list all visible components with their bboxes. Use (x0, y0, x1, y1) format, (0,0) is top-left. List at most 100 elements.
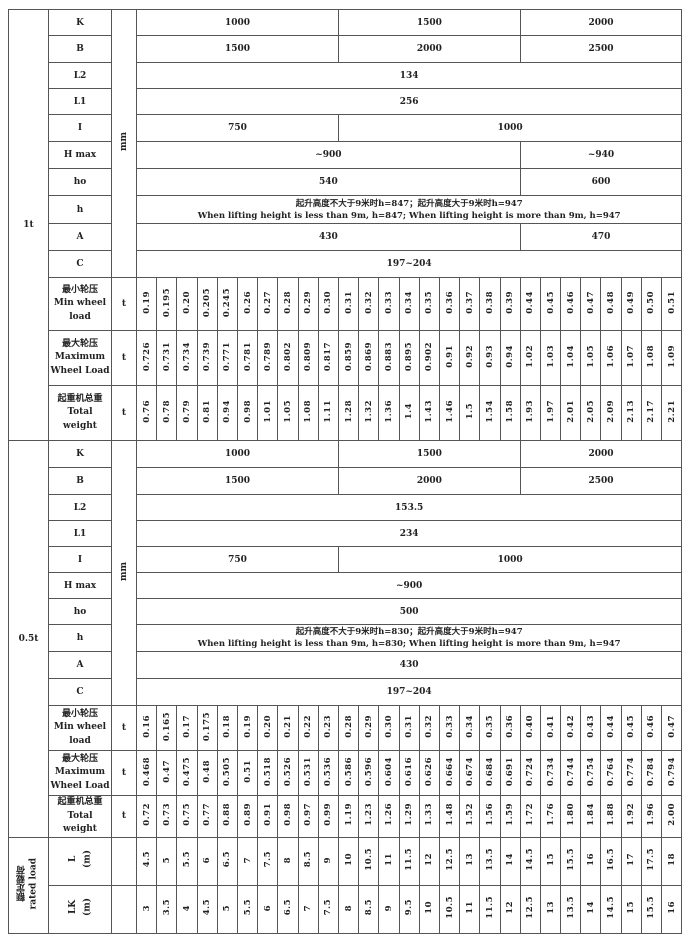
value-cell: 0.91 (438, 330, 461, 386)
param-value: 430 (135, 651, 683, 679)
value-cell-text: 0.19 (242, 715, 253, 738)
value-cell: 0.48 (196, 750, 218, 796)
span-value: 6.5 (216, 836, 238, 886)
spec-row: h 起升高度不大于9米时h=847；起升高度大于9米时h=947 When lift… (9, 195, 683, 224)
param-value: 2500 (519, 467, 683, 495)
param-value: 430 (136, 223, 521, 251)
value-cell: 0.774 (620, 750, 642, 796)
param-value: 600 (519, 168, 683, 196)
span-value-text: 17 (626, 853, 637, 866)
value-cell-text: 1.05 (282, 400, 293, 423)
rated-load-row: LK (m) 3 3.5 4 4.5 5 5.5 6 6.5 7 7.5 8 8.5 9 9.5 10 10.5 1… (9, 884, 683, 934)
value-cell-text: 0.734 (181, 341, 192, 372)
wheel-load-row: 最大轮压 Maximum Wheel Load t 0.726 0.731 0.734 0.… (9, 330, 683, 386)
spec-row: C 197~204 (9, 250, 683, 278)
value-cell-text: 1.96 (646, 803, 657, 827)
value-cell: 0.48 (600, 277, 622, 331)
value-cell: 0.616 (398, 750, 420, 796)
value-cell: 0.475 (176, 750, 198, 796)
value-cell: 0.764 (600, 750, 622, 796)
unit-mm-text: mm (119, 132, 129, 152)
value-cell-text: 0.94 (505, 345, 516, 368)
value-cell: 0.34 (459, 705, 481, 751)
value-cell-text: 0.802 (282, 341, 293, 372)
value-cell: 0.72 (135, 795, 158, 838)
rated-load-en: rated load (28, 857, 39, 910)
value-cell: 0.46 (560, 277, 582, 331)
value-cell-text: 1.04 (565, 345, 576, 368)
value-cell-text: 0.794 (666, 756, 677, 787)
spec-row: I 750 1000 (9, 114, 683, 142)
span-value: 4 (176, 884, 198, 934)
value-cell: 0.895 (398, 330, 420, 386)
value-cell-text: 2.17 (646, 400, 657, 423)
value-cell: 0.79 (176, 385, 198, 441)
h-note-line: 起升高度不大于9米时h=847；起升高度大于9米时h=947 (295, 198, 523, 209)
value-cell-text: 0.26 (242, 291, 253, 314)
value-cell: 0.245 (216, 277, 238, 331)
span-value: 14 (580, 884, 602, 934)
value-cell: 0.94 (216, 385, 238, 441)
value-cell: 1.23 (358, 795, 380, 838)
spec-row: L1 256 (9, 88, 683, 115)
value-cell-text: 1.28 (343, 400, 354, 423)
value-cell-text: 0.37 (464, 291, 475, 314)
span-value-text: 14.5 (525, 848, 536, 871)
span-value: 10 (418, 884, 440, 934)
value-cell: 0.883 (378, 330, 400, 386)
param-label: 起重机总重 Total weight (48, 385, 112, 441)
value-cell-text: 0.92 (464, 345, 475, 368)
span-value-text: 12.5 (444, 848, 455, 871)
value-cell: 0.31 (337, 277, 360, 331)
spec-row: A 430 470 (9, 223, 683, 251)
value-cell-text: 0.664 (444, 756, 455, 787)
value-cell-text: 0.91 (262, 803, 273, 827)
value-cell: 0.47 (156, 750, 178, 796)
value-cell: 0.29 (358, 705, 380, 751)
value-cell: 0.35 (418, 277, 440, 331)
spec-row: L1 234 (9, 520, 683, 547)
span-value-text: 8.5 (303, 851, 314, 868)
span-value: 14 (499, 836, 521, 886)
value-cell: 0.771 (216, 330, 238, 386)
spec-row: C 197~204 (9, 678, 683, 706)
value-cell-text: 0.526 (282, 756, 293, 787)
value-cell: 0.684 (479, 750, 501, 796)
value-cell: 1.01 (257, 385, 279, 441)
value-cell: 0.44 (600, 705, 622, 751)
value-cell-text: 0.774 (626, 756, 637, 787)
value-cell: 0.81 (196, 385, 218, 441)
span-value: 14.5 (519, 836, 541, 886)
value-cell-text: 0.744 (565, 756, 576, 787)
value-cell-text: 2.21 (666, 400, 677, 423)
span-value-text: 15.5 (646, 896, 657, 919)
value-cell: 0.45 (539, 277, 562, 331)
value-cell: 0.31 (398, 705, 420, 751)
label-en: Maximum Wheel Load (50, 767, 110, 791)
value-cell: 0.47 (661, 705, 683, 751)
value-cell: 0.531 (297, 750, 319, 796)
value-cell: 0.92 (459, 330, 481, 386)
value-cell: 0.468 (135, 750, 158, 796)
value-cell: 0.586 (337, 750, 360, 796)
span-value-text: 10 (343, 853, 354, 866)
span-value: 5.5 (176, 836, 198, 886)
value-cell: 0.89 (236, 795, 259, 838)
span-value-text: 10.5 (363, 848, 374, 871)
value-cell-text: 0.49 (626, 291, 637, 314)
span-value-text: 15 (545, 853, 556, 866)
span-param: LK (67, 900, 78, 915)
value-cell-text: 0.38 (484, 291, 495, 314)
value-cell: 0.34 (398, 277, 420, 331)
value-cell: 0.98 (236, 385, 259, 441)
span-value-text: 7 (242, 856, 253, 863)
param-label: ho (48, 598, 112, 625)
value-cell-text: 0.47 (585, 291, 596, 314)
value-cell: 1.04 (560, 330, 582, 386)
value-cell: 0.26 (236, 277, 259, 331)
span-value-text: 10 (424, 901, 435, 914)
value-cell-text: 0.46 (646, 715, 657, 738)
spec-row: A 430 (9, 651, 683, 679)
value-cell: 1.84 (580, 795, 602, 838)
